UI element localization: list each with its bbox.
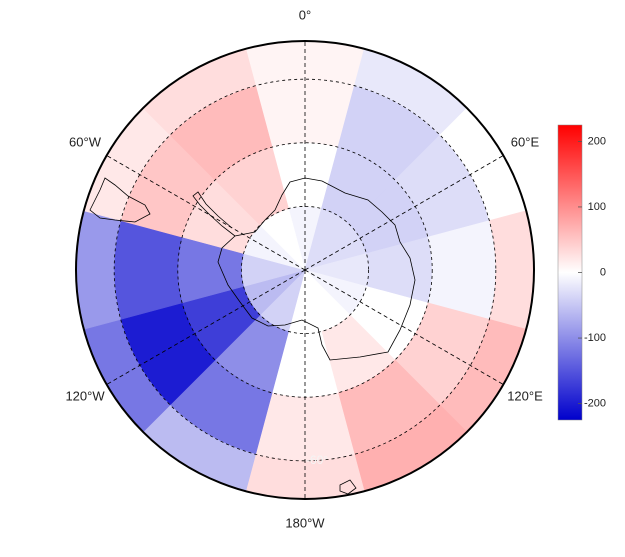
meridian [304,155,504,271]
graticule [106,41,504,499]
field-cell [113,220,183,320]
south-america-coast [89,177,151,223]
colorbar-tick-label: -100 [584,332,606,344]
colorbar-tick-label: 100 [588,201,606,213]
coastline [89,177,416,495]
field-cell [427,220,497,320]
colorbar-tick-label: 200 [588,135,606,147]
lon-label: 60°W [69,134,102,149]
meridian [106,269,306,385]
meridian [304,269,504,385]
lon-label: 120°W [65,388,105,403]
colorbar-tick-label: 0 [600,266,606,278]
lon-label: 120°E [507,388,543,403]
lat-label: -60° [306,453,328,467]
field-cell [76,210,122,330]
lat-ring [113,78,497,462]
colorbar-tick-label: -200 [584,398,606,410]
lon-label: 180°W [285,515,325,530]
map-frame [75,40,535,500]
lat-ring [240,205,370,335]
peninsula-coast [192,191,236,237]
lon-label: 60°E [511,134,540,149]
colorbar: -200 -100 0 100 200 [557,124,606,421]
meridian [106,155,306,271]
graticule-labels: 0° 60°E 120°E 180°W 120°W 60°W -60° [65,7,543,530]
lon-label: 0° [299,7,311,22]
island-coast [339,479,357,495]
field [76,41,534,499]
